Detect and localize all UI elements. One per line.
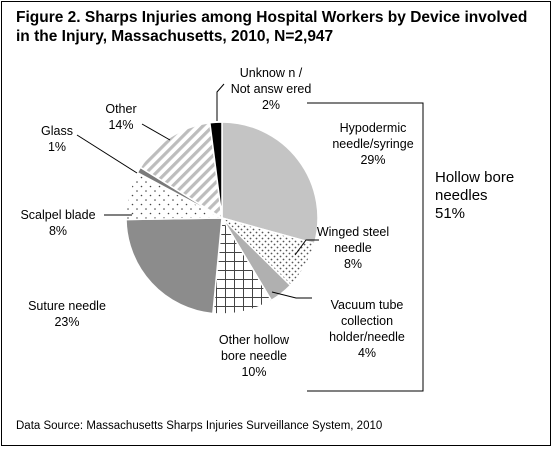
leader-line [141,123,171,141]
slice-category-label: Suture needle [28,299,106,313]
slice-category-label: Unknow n / [240,66,303,80]
leader-line [216,83,225,121]
slice-value-label: 4% [358,346,376,360]
leader-line [294,239,319,256]
slice-category-label: Hypodermic [340,121,407,135]
leader-line [271,291,312,299]
hollow-bore-bracket [307,102,424,392]
slice-label: Winged steel needle 8% [317,225,389,271]
slice-category-label: Winged steel [317,225,389,239]
leader-line [76,134,138,174]
slice-label: Hypodermic needle/syringe 29% [332,121,413,167]
slice-category-label: Other [105,102,136,116]
slice-label: Other 14% [105,102,136,132]
slice-label: Scalpel blade 8% [20,208,95,238]
slice-category-label: holder/needle [329,330,405,344]
slice-value-label: 14% [108,118,133,132]
slice-category-label: Vacuum tube [331,298,404,312]
chart-title: Figure 2. Sharps Injuries among Hospital… [16,8,546,46]
group-label-hollow-bore: Hollow bore needles 51% [435,169,514,222]
pie-slice-other [139,121,223,220]
slice-category-label: Glass [41,124,73,138]
slice-label: Glass 1% [41,124,73,154]
slice-label: Other hollow bore needle 10% [219,333,290,379]
pie-slice-hypodermic [221,121,319,245]
slice-label: Unknow n / Not answ ered 2% [231,66,312,112]
slice-category-label: collection [341,314,393,328]
slice-value-label: 1% [48,140,66,154]
slice-category-label: needle/syringe [332,137,413,151]
slice-value-label: 8% [49,224,67,238]
slice-category-label: needle [334,241,372,255]
chart-title-line2: in the Injury, Massachusetts, 2010, N=2,… [16,28,334,45]
slice-value-label: 10% [241,365,266,379]
slice-value-label: 29% [360,153,385,167]
slice-label: Vacuum tube collection holder/needle 4% [329,298,405,360]
data-source-note: Data Source: Massachusetts Sharps Injuri… [16,420,383,432]
slice-value-label: 23% [54,315,79,329]
pie-slice-unknow-n [209,121,223,219]
slice-value-label: 2% [262,98,280,112]
slice-category-label: Not answ ered [231,82,312,96]
slice-value-label: 8% [344,257,362,271]
slice-category-label: bore needle [221,349,287,363]
pie-slice-suture-needle [125,217,223,315]
slice-category-label: Scalpel blade [20,208,95,222]
chart-title-line1: Figure 2. Sharps Injuries among Hospital… [16,9,528,26]
slice-category-label: Other hollow [219,333,290,347]
slice-label: Suture needle 23% [28,299,106,329]
